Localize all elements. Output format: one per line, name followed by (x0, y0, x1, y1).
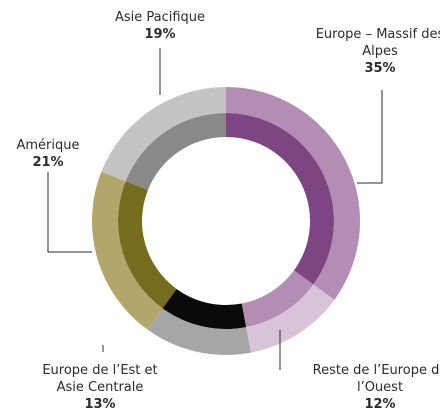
value-label: 12% (364, 397, 396, 412)
category-label: Europe – Massif des Alpes (315, 27, 440, 59)
category-label: Amérique (16, 138, 80, 153)
value-label: 21% (32, 155, 64, 170)
label: Amérique 21% (0, 137, 96, 171)
label: Europe – Massif des Alpes 35% (315, 26, 440, 77)
leader-line (357, 90, 383, 184)
label: Asie Pacifique 19% (90, 9, 230, 43)
value-label: 35% (364, 61, 396, 76)
leader-lines (47, 48, 383, 370)
label: Reste de l’Europe de l’Ouest 12% (300, 362, 440, 413)
label: Europe de l’Est et Asie Centrale 13% (30, 362, 170, 413)
outer-slice (91, 171, 163, 330)
category-label: Asie Pacifique (114, 10, 206, 25)
inner-slice (118, 181, 177, 309)
category-label: Europe de l’Est et Asie Centrale (42, 363, 158, 395)
category-label: Reste de l’Europe de l’Ouest (312, 363, 440, 395)
outer-slice (226, 87, 360, 300)
value-label: 13% (84, 397, 116, 412)
inner-slice (162, 288, 247, 330)
outer-slice (147, 308, 252, 355)
inner-slice (241, 270, 314, 328)
inner-slice (125, 113, 226, 191)
leader-line (47, 172, 92, 253)
outer-slice (246, 284, 335, 353)
value-label: 19% (144, 27, 176, 42)
inner-slice (226, 113, 334, 285)
outer-slice (101, 87, 226, 182)
